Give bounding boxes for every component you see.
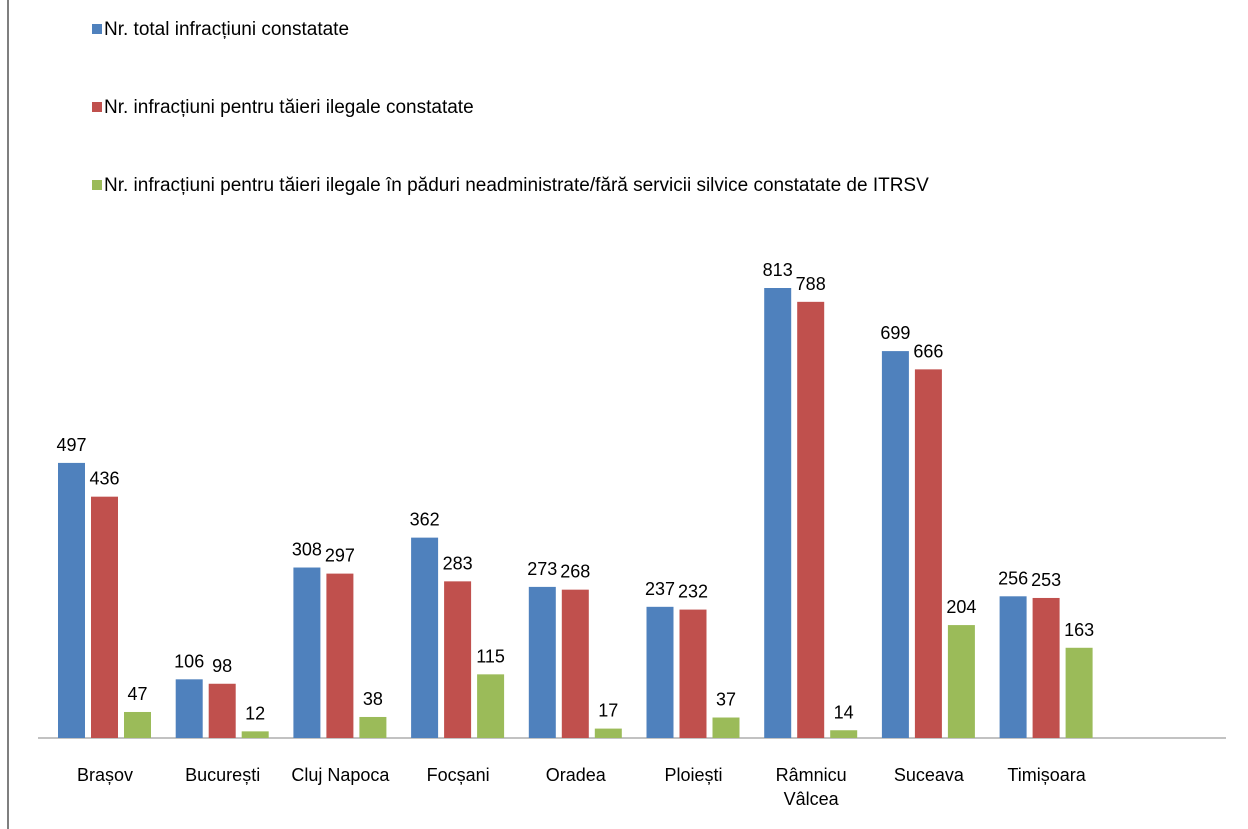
data-label: 163 bbox=[1064, 620, 1094, 640]
data-label: 699 bbox=[880, 323, 910, 343]
legend-swatch bbox=[92, 102, 102, 112]
data-label: 788 bbox=[796, 274, 826, 294]
data-label: 436 bbox=[89, 469, 119, 489]
data-label: 14 bbox=[834, 702, 854, 722]
bar bbox=[1065, 647, 1093, 738]
data-label: 308 bbox=[292, 540, 322, 560]
bar bbox=[91, 496, 118, 738]
x-tick-label: Timișoara bbox=[1007, 765, 1086, 785]
bar bbox=[411, 537, 439, 738]
data-label: 268 bbox=[560, 562, 590, 582]
legend-swatch bbox=[92, 24, 102, 34]
bar bbox=[293, 567, 321, 738]
bar bbox=[712, 717, 740, 738]
bar bbox=[679, 609, 707, 738]
data-label: 283 bbox=[443, 553, 473, 573]
bar bbox=[241, 731, 269, 738]
bar bbox=[561, 589, 589, 738]
x-tick-label: Brașov bbox=[76, 765, 134, 785]
bar bbox=[359, 716, 387, 738]
bar bbox=[326, 573, 354, 738]
x-tick-label: București bbox=[185, 765, 261, 785]
x-tick-label: Oradea bbox=[545, 765, 606, 785]
x-tick-label: Suceava bbox=[893, 765, 964, 785]
legend-swatch bbox=[92, 180, 102, 190]
data-label: 253 bbox=[1031, 570, 1061, 590]
data-label: 237 bbox=[645, 579, 675, 599]
x-tick-label: Focșani bbox=[426, 765, 490, 785]
data-label: 98 bbox=[212, 656, 232, 676]
bar bbox=[1032, 597, 1060, 738]
bar bbox=[175, 679, 203, 738]
data-label: 362 bbox=[410, 510, 440, 530]
bar bbox=[528, 586, 556, 738]
data-label: 497 bbox=[56, 435, 86, 455]
data-label: 666 bbox=[913, 341, 943, 361]
data-label: 204 bbox=[946, 597, 976, 617]
bar bbox=[999, 596, 1027, 738]
bar bbox=[881, 351, 909, 738]
bar bbox=[477, 674, 505, 738]
bar bbox=[797, 301, 825, 738]
legend-entry: Nr. infracțiuni pentru tăieri ilegale în… bbox=[92, 174, 1204, 197]
bar bbox=[594, 728, 622, 738]
data-label: 297 bbox=[325, 546, 355, 566]
data-label: 256 bbox=[998, 568, 1028, 588]
data-label: 115 bbox=[476, 646, 505, 666]
bar bbox=[947, 625, 975, 738]
legend-entry: Nr. total infracțiuni constatate bbox=[92, 18, 1204, 41]
data-label: 106 bbox=[174, 651, 204, 671]
legend-entry: Nr. infracțiuni pentru tăieri ilegale co… bbox=[92, 96, 1204, 119]
bar bbox=[646, 606, 674, 738]
bar bbox=[830, 730, 858, 738]
data-label: 273 bbox=[527, 559, 557, 579]
bar bbox=[444, 581, 472, 738]
bar bbox=[58, 462, 85, 738]
data-label: 38 bbox=[363, 689, 383, 709]
bar bbox=[208, 683, 236, 738]
data-label: 47 bbox=[127, 684, 147, 704]
legend-label: Nr. infracțiuni pentru tăieri ilegale în… bbox=[104, 175, 929, 196]
bar bbox=[764, 288, 792, 738]
bar bbox=[914, 369, 942, 738]
data-label: 232 bbox=[678, 582, 708, 602]
data-label: 17 bbox=[598, 701, 618, 721]
data-label: 37 bbox=[716, 690, 736, 710]
x-tick-label: Ploiești bbox=[664, 765, 723, 785]
legend-label: Nr. total infracțiuni constatate bbox=[104, 19, 350, 40]
legend-label: Nr. infracțiuni pentru tăieri ilegale co… bbox=[104, 97, 474, 118]
data-label: 813 bbox=[763, 260, 793, 280]
bar bbox=[124, 711, 151, 738]
data-label: 12 bbox=[245, 703, 265, 723]
x-tick-label: Râmnicu Vâlcea bbox=[775, 765, 847, 809]
x-tick-label: Cluj Napoca bbox=[291, 765, 390, 785]
